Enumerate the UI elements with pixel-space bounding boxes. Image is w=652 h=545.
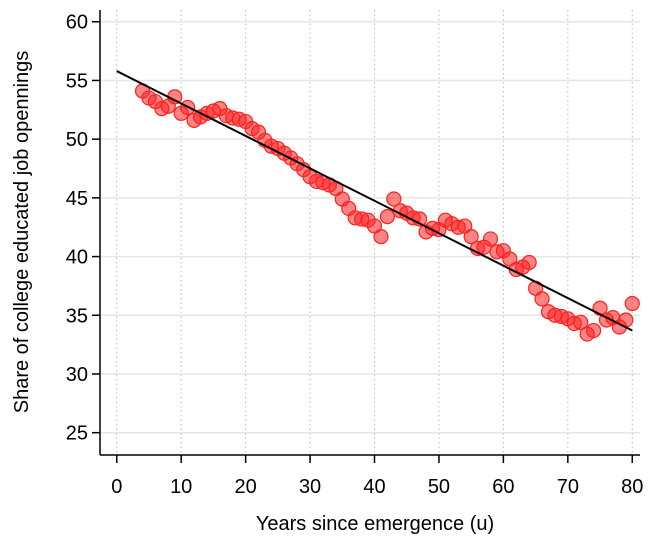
x-tick-label: 70 (557, 476, 579, 498)
y-axis-label: Share of college educated job opennings (11, 51, 33, 414)
x-tick-label: 20 (235, 476, 257, 498)
fit-line (116, 70, 633, 332)
point (373, 229, 389, 245)
point (573, 314, 589, 330)
x-tick-label: 40 (363, 476, 385, 498)
x-tick-label: 80 (621, 476, 643, 498)
x-tick-label: 50 (428, 476, 450, 498)
point (521, 254, 537, 271)
point (624, 295, 640, 312)
point (534, 291, 550, 307)
x-tick-label: 30 (299, 476, 321, 498)
y-tick-label: 60 (66, 12, 88, 34)
y-tick-label: 30 (66, 364, 88, 386)
y-tick-label: 35 (66, 305, 88, 327)
x-axis-label: Years since emergence (u) (256, 513, 494, 535)
x-tick-label: 60 (492, 476, 514, 498)
y-tick-label: 50 (66, 129, 88, 151)
point (482, 231, 499, 247)
point (386, 191, 402, 207)
point (586, 322, 602, 339)
y-tick-label: 40 (66, 247, 88, 269)
y-tick-label: 55 (66, 70, 88, 92)
y-tick-label: 25 (66, 423, 88, 445)
point (379, 209, 395, 225)
y-tick-label: 45 (66, 188, 88, 210)
x-tick-label: 10 (170, 476, 192, 498)
point (463, 229, 479, 245)
x-tick-label: 0 (111, 476, 122, 498)
